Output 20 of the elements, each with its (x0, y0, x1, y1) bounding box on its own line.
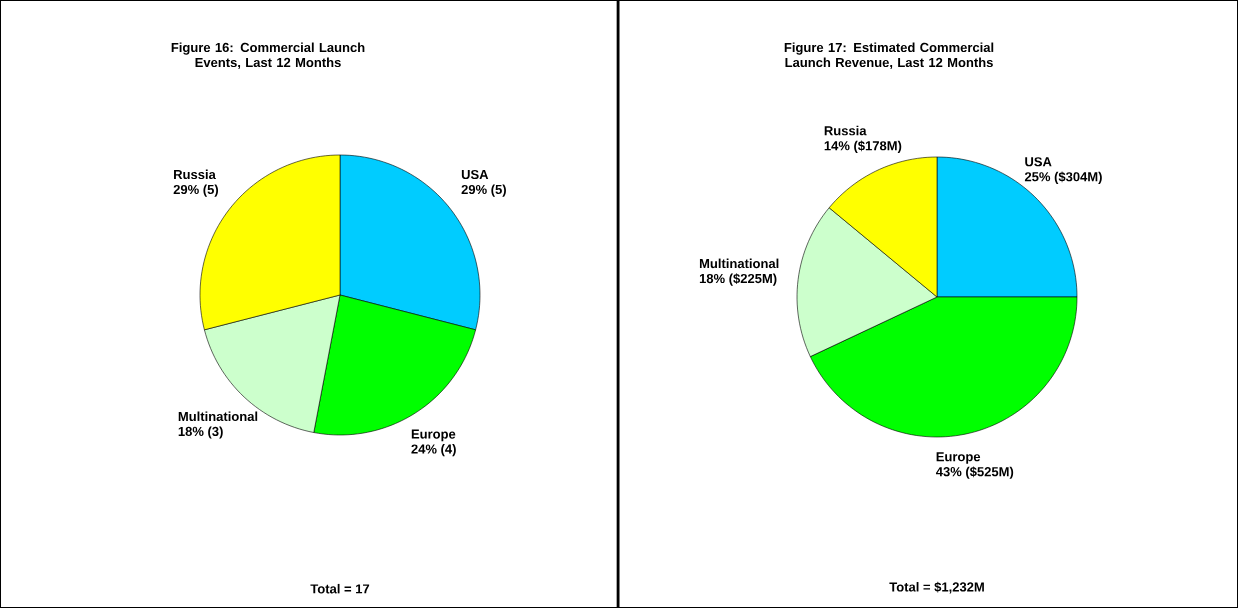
slice-label: Multinational (178, 411, 258, 422)
data-label: 18% ($225M) (699, 273, 777, 286)
data-label: 18% (3) (178, 426, 223, 439)
data-label: 29% (5) (173, 184, 219, 197)
chart-title: Figure 16: Commercial Launch Events, Last 12 Months (171, 42, 365, 69)
text: Total = $1,232M (889, 581, 984, 594)
slice-label: Russia (824, 125, 867, 136)
data-label: 29% (5) (461, 184, 506, 197)
slice-label: Europe (411, 429, 456, 442)
data-label: 24% (4) (411, 444, 456, 457)
slice-label: Multinational (699, 258, 779, 269)
data-label: 14% ($178M) (824, 140, 902, 153)
data-label: 25% ($304M) (1024, 171, 1102, 184)
slice-label: Russia (174, 169, 216, 180)
chart-title: Figure 17: Estimated Commercial Launch Revenue, Last 12 Months (784, 42, 994, 69)
data-label: 43% ($525M) (935, 466, 1014, 479)
slice-label: USA (1025, 157, 1052, 167)
slice-label: Europe (936, 452, 981, 464)
slice-label: USA (461, 169, 489, 180)
text: Total = 17 (310, 583, 370, 594)
